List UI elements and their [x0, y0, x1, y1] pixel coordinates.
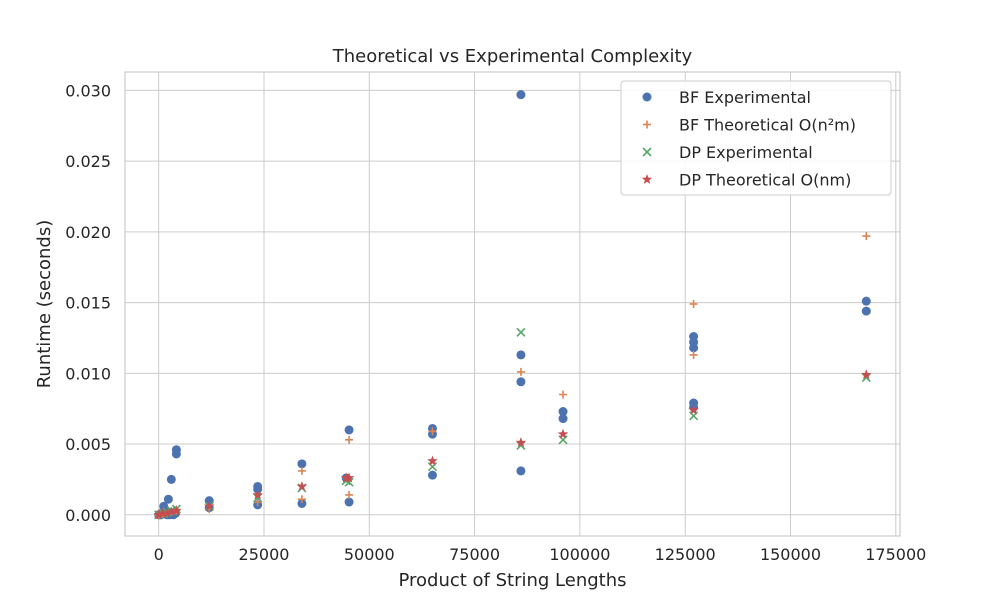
- data-point: [689, 300, 698, 308]
- data-point: [516, 377, 526, 387]
- data-point: [559, 390, 568, 399]
- tick-labels: 0 25000 50000 75000 100000 125000 150000 175000…: [65, 81, 926, 564]
- x-tick-label: 0: [154, 545, 164, 564]
- data-point: [558, 414, 568, 424]
- data-point: [297, 459, 307, 469]
- data-point: [253, 498, 262, 507]
- data-point: [297, 466, 306, 475]
- y-tick-label: 0.000: [65, 506, 111, 525]
- series-3: [153, 369, 872, 520]
- data-point: [297, 498, 307, 508]
- legend-item: BF Experimental: [642, 88, 811, 107]
- x-tick-label: 50000: [344, 545, 395, 564]
- y-tick-label: 0.015: [65, 294, 111, 313]
- data-point: [557, 428, 569, 439]
- data-point: [689, 350, 698, 359]
- data-point: [688, 404, 699, 415]
- data-point: [163, 494, 173, 504]
- data-point: [166, 474, 176, 484]
- legend-item: DP Theoretical O(nm): [641, 171, 851, 190]
- data-point: [253, 484, 263, 494]
- data-point: [297, 495, 306, 504]
- x-tick-label: 75000: [449, 545, 500, 564]
- plot-area-frame: [124, 71, 901, 537]
- legend: BF Experimental BF Theoretical O(n²m) DP E…: [620, 80, 892, 196]
- data-point: [344, 497, 354, 507]
- data-point: [345, 435, 354, 444]
- data-point: [296, 480, 308, 491]
- y-tick-label: 0.010: [65, 364, 111, 383]
- data-point: [427, 455, 438, 466]
- data-point: [153, 509, 164, 520]
- data-point: [345, 490, 354, 499]
- x-axis-title: Product of String Lengths: [398, 570, 626, 591]
- y-tick-label: 0.030: [65, 81, 111, 100]
- data-point: [427, 470, 437, 480]
- data-point: [516, 327, 526, 337]
- data-point: [689, 343, 699, 353]
- legend-label: BF Experimental: [679, 88, 811, 107]
- y-tick-label: 0.025: [65, 152, 111, 171]
- grid: [125, 72, 900, 536]
- data-point: [558, 407, 568, 417]
- data-point: [428, 427, 437, 436]
- data-point: [516, 466, 526, 476]
- data-point: [204, 496, 214, 506]
- data-point: [344, 425, 354, 435]
- y-tick-label: 0.020: [65, 223, 111, 242]
- legend-item: BF Theoretical O(n²m): [643, 116, 856, 135]
- data-point: [516, 350, 526, 360]
- x-tick-label: 25000: [239, 545, 290, 564]
- data-point: [204, 500, 215, 511]
- y-tick-label: 0.005: [65, 435, 111, 454]
- legend-item: DP Experimental: [642, 143, 813, 162]
- legend-box: [620, 80, 892, 196]
- data-point: [157, 507, 169, 518]
- x-tick-label: 175000: [865, 545, 926, 564]
- data-point: [861, 296, 871, 306]
- data-point: [516, 367, 525, 376]
- data-point: [171, 505, 182, 515]
- legend-marker: [641, 174, 653, 184]
- legend-label: DP Theoretical O(nm): [679, 171, 851, 190]
- data-point: [166, 506, 177, 517]
- data-point: [861, 369, 872, 380]
- y-axis-title: Runtime (seconds): [34, 220, 55, 389]
- x-tick-label: 125000: [655, 545, 716, 564]
- data-point: [516, 90, 526, 100]
- data-marks: [153, 90, 872, 520]
- data-point: [161, 507, 173, 518]
- data-point: [862, 232, 871, 241]
- data-point: [171, 449, 181, 459]
- legend-marker: [642, 92, 652, 102]
- legend-marker: [643, 120, 651, 129]
- x-tick-label: 150000: [760, 545, 821, 564]
- data-point: [515, 437, 527, 448]
- data-point: [861, 306, 871, 316]
- data-point: [252, 489, 263, 500]
- data-point: [343, 472, 355, 483]
- legend-label: DP Experimental: [679, 143, 813, 162]
- legend-label: BF Theoretical O(n²m): [679, 116, 856, 135]
- chart-title: Theoretical vs Experimental Complexity: [332, 46, 693, 67]
- x-tick-label: 100000: [549, 545, 610, 564]
- legend-marker: [642, 147, 652, 157]
